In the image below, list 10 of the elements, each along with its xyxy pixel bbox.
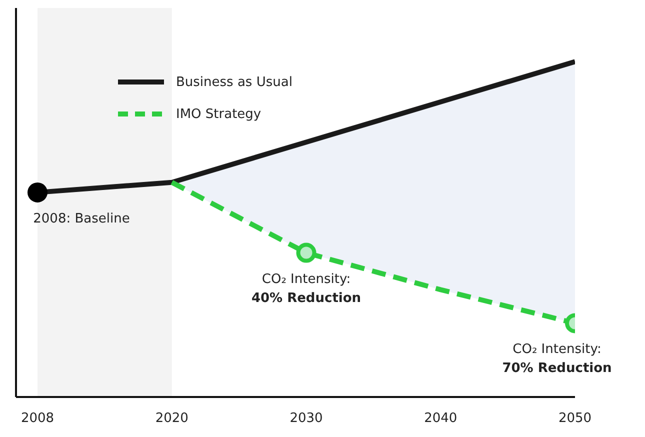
legend-label: IMO Strategy [176, 106, 262, 122]
annotation: 2008: Baseline [33, 211, 130, 226]
annotation: CO₂ Intensity: 70% Reduction [502, 342, 612, 376]
legend-label: Business as Usual [176, 74, 292, 90]
x-tick-label: 2040 [424, 411, 458, 426]
x-tick-label: 2030 [290, 411, 323, 426]
x-tick-label: 2008 [20, 411, 54, 426]
annotation: CO₂ Intensity: 40% Reduction [251, 272, 362, 306]
x-tick-label: 2020 [155, 411, 188, 426]
x-tick-label: 2050 [558, 411, 592, 426]
